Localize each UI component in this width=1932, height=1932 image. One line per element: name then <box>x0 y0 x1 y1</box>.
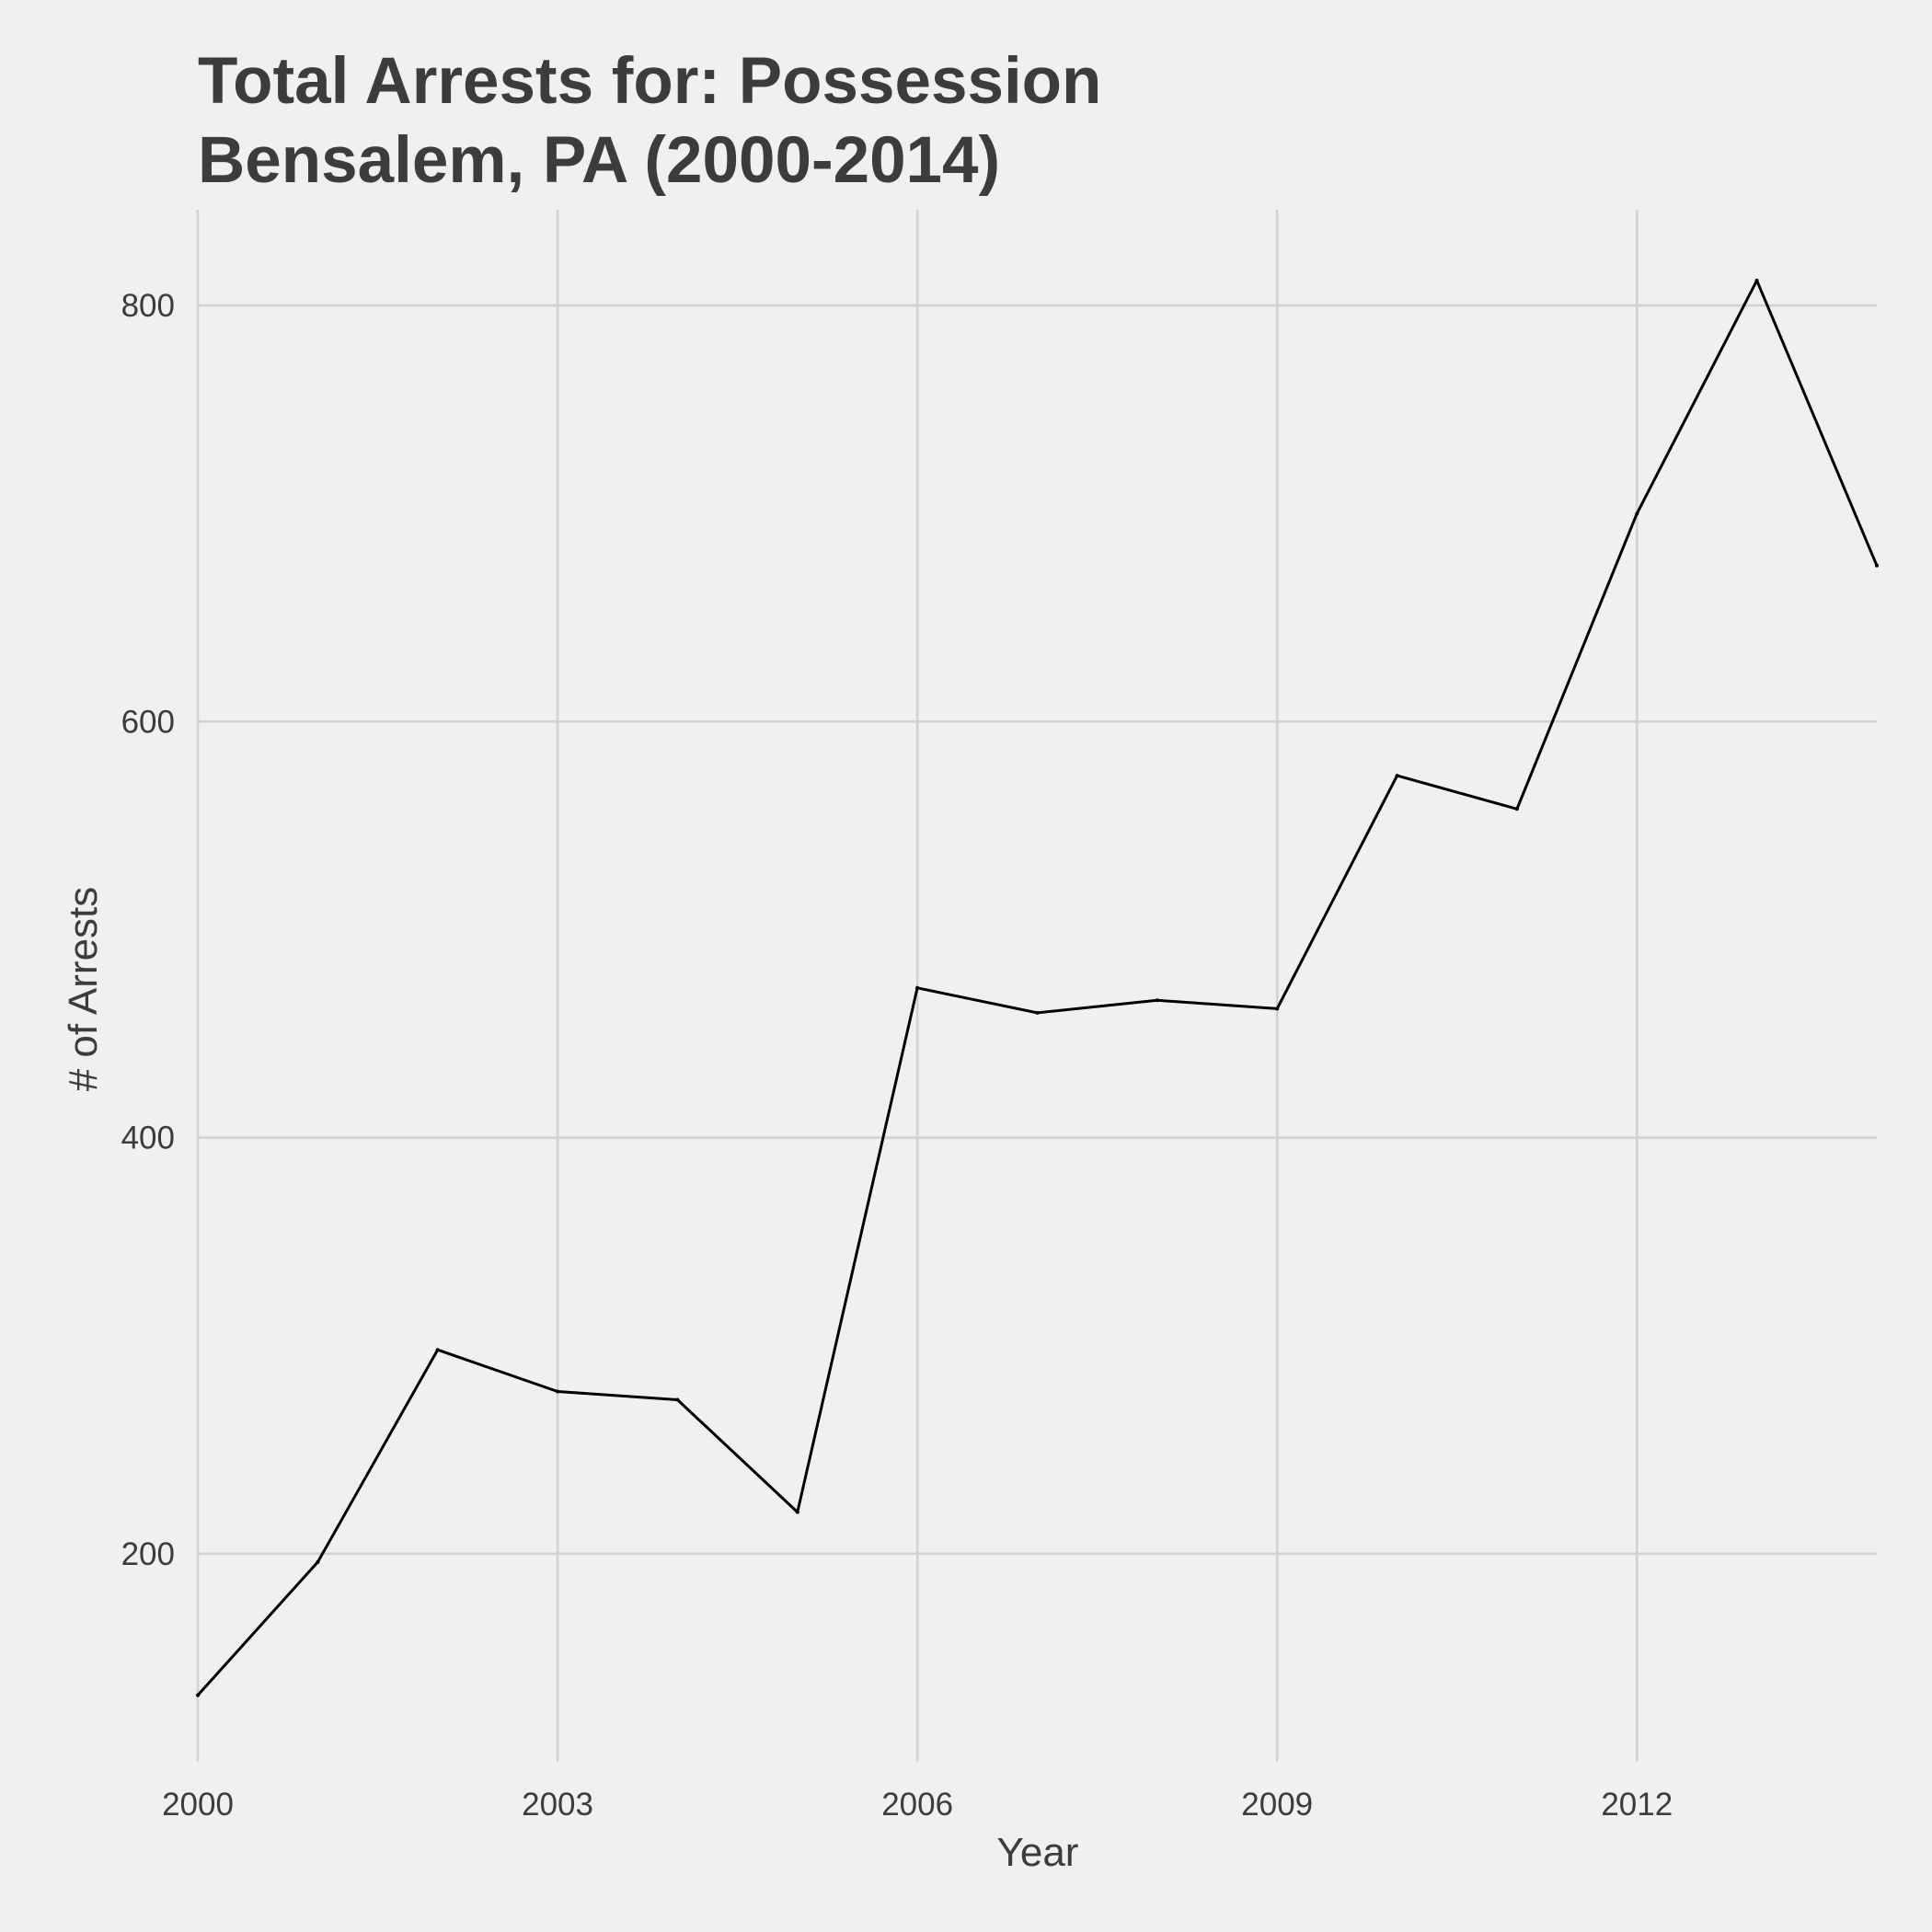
data-point <box>915 985 920 990</box>
data-point <box>675 1397 680 1402</box>
y-axis-ticks: 200 400 600 800 <box>121 288 175 1572</box>
chart-title: Total Arrests for: Possession <box>198 45 1101 118</box>
x-tick-label: 2003 <box>522 1787 593 1823</box>
x-tick-label: 2000 <box>162 1787 234 1823</box>
data-point <box>1275 1006 1280 1011</box>
data-point <box>1155 998 1159 1003</box>
data-point <box>1635 512 1639 516</box>
x-axis-ticks: 2000 2003 2006 2009 2012 <box>162 1787 1673 1823</box>
series-layer <box>196 278 1879 1697</box>
x-tick-label: 2006 <box>881 1787 953 1823</box>
data-point <box>435 1348 440 1352</box>
data-point <box>1514 807 1519 811</box>
y-axis-title: # of Arrests <box>61 887 106 1092</box>
data-point <box>1035 1010 1040 1015</box>
grid <box>196 210 1877 1762</box>
y-tick-label: 600 <box>121 704 175 740</box>
data-point <box>1875 563 1879 568</box>
data-point <box>1395 774 1399 778</box>
x-tick-label: 2012 <box>1601 1787 1673 1823</box>
y-tick-label: 400 <box>121 1121 175 1156</box>
x-tick-label: 2009 <box>1241 1787 1313 1823</box>
y-tick-label: 800 <box>121 288 175 324</box>
data-point <box>795 1510 799 1514</box>
chart-subtitle: Bensalem, PA (2000-2014) <box>198 124 1000 197</box>
data-point <box>556 1389 560 1394</box>
x-axis-title: Year <box>997 1830 1079 1875</box>
data-point <box>1754 278 1759 282</box>
data-point <box>316 1559 320 1564</box>
y-tick-label: 200 <box>121 1536 175 1572</box>
data-point <box>196 1693 200 1697</box>
